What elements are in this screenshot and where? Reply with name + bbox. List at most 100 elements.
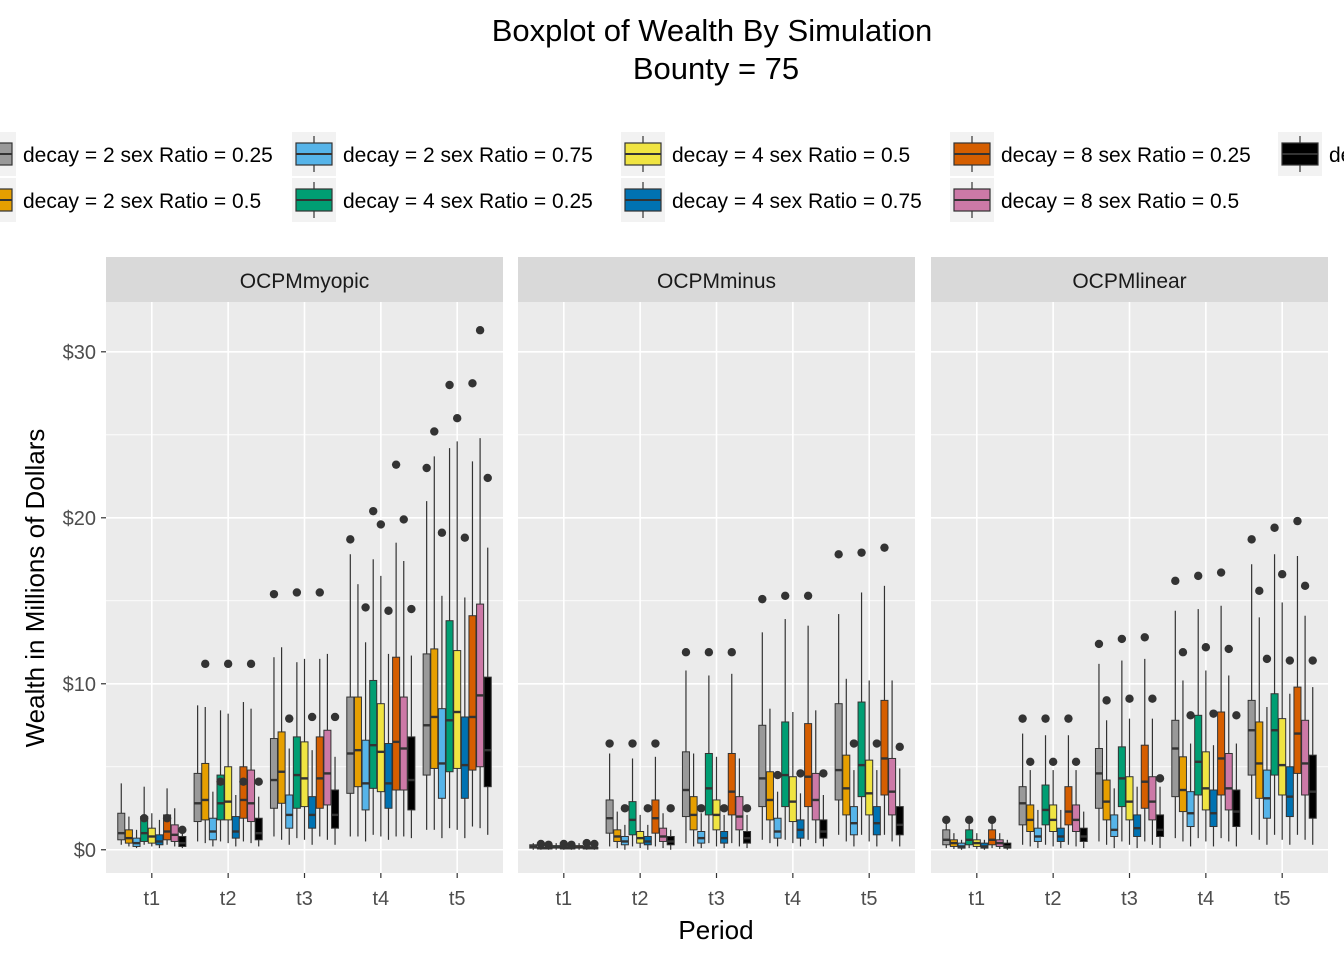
iqr-box — [170, 824, 179, 842]
boxplot-box — [1201, 643, 1211, 842]
iqr-box — [269, 738, 278, 809]
boxplot-box — [1041, 714, 1050, 845]
iqr-box — [422, 653, 431, 776]
outlier-point — [346, 535, 355, 544]
boxplot-box — [1178, 648, 1188, 842]
boxplot-box — [544, 840, 553, 850]
iqr-box — [323, 729, 332, 806]
boxplot-box — [124, 816, 133, 847]
iqr-box — [117, 812, 126, 841]
boxplot-box — [384, 606, 393, 840]
legend-item: decay = 2 sex Ratio = 0.5 — [0, 178, 261, 222]
outlier-point — [643, 804, 652, 813]
outlier-point — [1194, 571, 1203, 581]
iqr-box — [804, 723, 813, 808]
outlier-point — [223, 659, 233, 669]
boxplot-box — [231, 794, 240, 847]
x-tick-label: t4 — [1198, 888, 1215, 910]
iqr-box — [765, 771, 774, 821]
iqr-box — [1094, 748, 1103, 809]
boxplot-box — [1079, 811, 1088, 849]
x-tick-label: t5 — [1274, 888, 1291, 910]
iqr-box — [1049, 804, 1058, 833]
iqr-box — [605, 799, 614, 834]
iqr-box — [704, 752, 713, 816]
x-tick-label: t5 — [861, 888, 878, 910]
y-axis-title: Wealth in Millions of Dollars — [20, 429, 50, 748]
iqr-box — [445, 620, 454, 773]
outlier-point — [1094, 639, 1104, 649]
outlier-point — [987, 815, 997, 825]
outlier-point — [536, 839, 546, 849]
iqr-box — [1178, 756, 1187, 813]
iqr-box — [781, 721, 790, 808]
outlier-point — [246, 659, 256, 669]
outlier-point — [162, 814, 172, 823]
boxplot-box — [605, 739, 614, 847]
iqr-box — [1217, 711, 1226, 796]
boxplot-box — [1148, 694, 1157, 845]
boxplot-box — [1064, 714, 1073, 845]
boxplot-box — [1262, 654, 1272, 845]
boxplot-box — [452, 413, 462, 830]
iqr-box — [1285, 766, 1294, 818]
iqr-box — [247, 769, 256, 823]
boxplot-box — [1285, 656, 1295, 845]
iqr-box — [880, 699, 889, 796]
boxplot-box — [559, 839, 569, 850]
legend-label: decay = 8 sex Ratio = 0.5 — [1001, 190, 1239, 213]
iqr-box — [819, 819, 828, 839]
boxplot-box — [1194, 571, 1203, 839]
outlier-point — [857, 548, 866, 557]
iqr-box — [178, 835, 187, 847]
legend-label: decay = 4 sex Ratio = 0.5 — [672, 144, 910, 167]
outlier-point — [1048, 757, 1058, 766]
boxplot-box — [529, 843, 538, 850]
outlier-point — [475, 326, 485, 335]
outlier-point — [1300, 581, 1310, 591]
boxplot-box — [1247, 535, 1256, 835]
boxplot-box — [819, 769, 828, 847]
outlier-point — [1247, 535, 1256, 544]
boxplot-box — [155, 819, 164, 849]
boxplot-box — [369, 506, 378, 835]
iqr-box — [208, 817, 217, 841]
boxplot-box — [1003, 839, 1012, 850]
iqr-box — [1026, 804, 1035, 833]
outlier-point — [1308, 656, 1317, 665]
outlier-point — [628, 739, 637, 748]
boxplot-box — [292, 588, 302, 839]
outlier-point — [1201, 643, 1211, 652]
boxplot-box — [842, 678, 851, 842]
boxplot-box — [208, 791, 217, 847]
x-tick-label: t3 — [1121, 888, 1138, 910]
boxplot-box — [849, 739, 859, 847]
iqr-box — [468, 615, 477, 771]
boxplot-box — [323, 653, 332, 840]
y-axis: $0 $10 $20 $30 — [63, 342, 106, 862]
boxplot-box — [895, 742, 904, 847]
outlier-point — [376, 520, 386, 529]
iqr-box — [1033, 827, 1042, 842]
iqr-box — [628, 801, 637, 836]
iqr-box — [460, 716, 469, 799]
boxplot-box — [117, 783, 126, 845]
boxplot-box — [1056, 809, 1065, 849]
iqr-box — [1156, 814, 1165, 837]
outlier-point — [139, 814, 149, 823]
legend: decay = 2 sex Ratio = 0.25 decay = 2 sex … — [0, 132, 1344, 222]
outlier-point — [292, 588, 302, 597]
iqr-box — [834, 703, 843, 801]
outlier-point — [796, 769, 805, 778]
outlier-point — [803, 591, 813, 600]
outlier-point — [895, 742, 904, 752]
iqr-box — [285, 794, 294, 829]
boxplot-box — [697, 804, 706, 849]
iqr-box — [193, 772, 202, 823]
boxplot-box — [1117, 634, 1127, 842]
iqr-box — [659, 827, 668, 842]
boxplot-box — [361, 603, 370, 842]
facet-label: OCPMmyopic — [240, 270, 370, 293]
boxplot-box — [666, 804, 675, 850]
